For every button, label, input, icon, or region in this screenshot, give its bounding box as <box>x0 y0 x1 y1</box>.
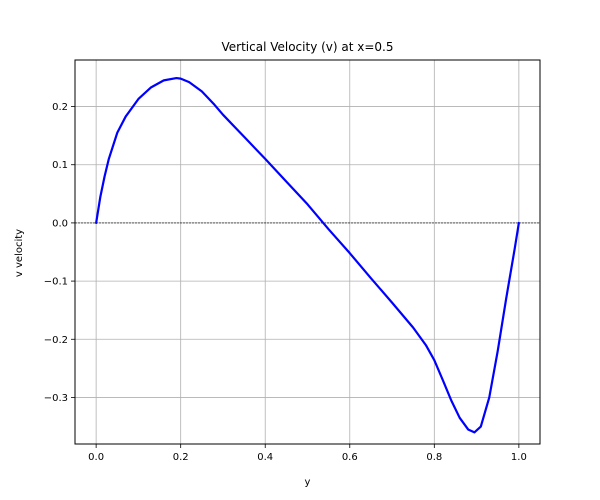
y-tick-label: −0.2 <box>44 335 68 346</box>
x-tick-label: 1.0 <box>511 452 527 463</box>
x-axis-title: y <box>305 477 311 488</box>
series-line <box>95 76 520 434</box>
grid <box>75 60 540 444</box>
y-axis-title: v velocity <box>14 229 25 277</box>
y-tick-label: 0.1 <box>52 160 68 171</box>
x-tick-label: 0.4 <box>257 452 273 463</box>
x-tick-label: 0.6 <box>342 452 358 463</box>
series-layer <box>95 76 520 434</box>
plot-frame-rect <box>74 59 541 445</box>
chart-title: Vertical Velocity (v) at x=0.5 <box>221 40 393 54</box>
y-tick-label: 0.2 <box>52 102 68 113</box>
x-tick-label: 0.2 <box>173 452 189 463</box>
y-axis-ticks: −0.3 −0.2 −0.1 0.0 0.1 0.2 <box>44 102 75 404</box>
x-tick-label: 0.0 <box>88 452 104 463</box>
x-tick-label: 0.8 <box>426 452 442 463</box>
plot-frame <box>74 59 541 445</box>
y-tick-label: −0.3 <box>44 393 68 404</box>
x-axis-ticks: 0.0 0.2 0.4 0.6 0.8 1.0 <box>88 444 527 463</box>
y-tick-label: 0.0 <box>52 218 68 229</box>
y-tick-label: −0.1 <box>44 277 68 288</box>
